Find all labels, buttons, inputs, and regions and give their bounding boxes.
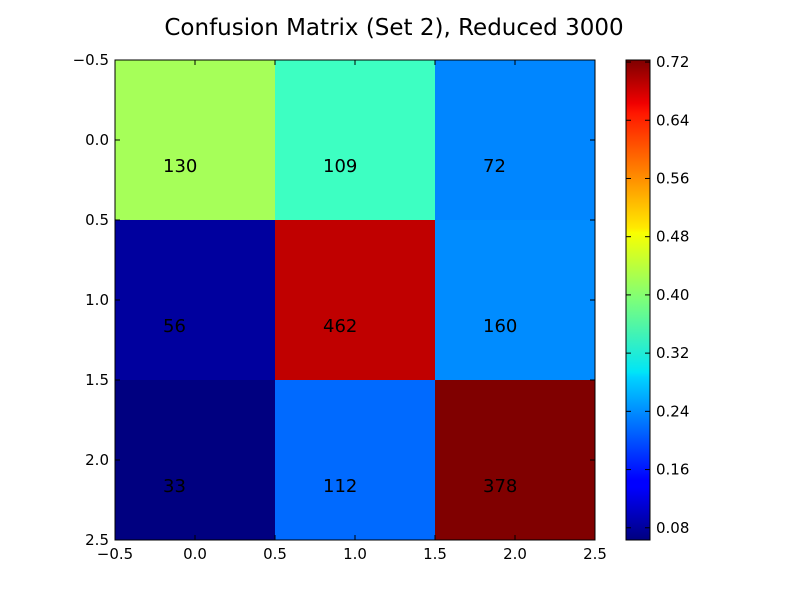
x-axis: −0.5 0.0 0.5 1.0 1.5 2.0 2.5	[97, 60, 607, 563]
x-tick-label: 0.0	[183, 545, 207, 563]
cell-value-label: 112	[323, 476, 357, 497]
cell-value-label: 378	[483, 476, 517, 497]
cell-value-label: 109	[323, 156, 357, 177]
x-tick-label: 1.0	[343, 545, 367, 563]
colorbar-tick-label: 0.32	[656, 344, 689, 362]
y-tick-label: 0.5	[85, 211, 109, 229]
cell-value-label: 56	[163, 316, 186, 337]
heatmap-cell-r2-c0	[115, 380, 276, 541]
colorbar-axis: 0.08 0.16 0.24 0.32 0.40 0.48 0.56 0.64 0.72	[626, 53, 689, 537]
colorbar-tick-label: 0.56	[656, 169, 689, 187]
x-tick-label: 2.0	[503, 545, 527, 563]
heatmap-cell-r0-c2	[435, 60, 596, 221]
heatmap-cells	[115, 60, 596, 541]
heatmap-cell-r1-c1	[275, 220, 436, 381]
cell-value-label: 130	[163, 156, 197, 177]
colorbar	[625, 59, 651, 541]
colorbar-tick-label: 0.40	[656, 286, 689, 304]
cell-value-label: 72	[483, 156, 506, 177]
heatmap-cell-labels: 130 109 72 56 462 160 33 112 378	[163, 156, 517, 497]
colorbar-tick-label: 0.08	[656, 519, 689, 537]
colorbar-tick-label: 0.16	[656, 461, 689, 479]
colorbar-tick-label: 0.64	[656, 111, 689, 129]
heatmap-cell-r2-c2	[435, 380, 596, 541]
x-tick-label: −0.5	[97, 545, 133, 563]
cell-value-label: 160	[483, 316, 517, 337]
colorbar-tick-label: 0.72	[656, 53, 689, 71]
cell-value-label: 33	[163, 476, 186, 497]
colorbar-tick-label: 0.48	[656, 228, 689, 246]
y-tick-label: 1.5	[85, 371, 109, 389]
y-tick-label: −0.5	[73, 51, 109, 69]
y-axis: −0.5 0.0 0.5 1.0 1.5 2.0 2.5	[73, 51, 595, 549]
heatmap-cell-r1-c2	[435, 220, 596, 381]
cell-value-label: 462	[323, 316, 357, 337]
x-tick-label: 2.5	[583, 545, 607, 563]
y-tick-label: 2.5	[85, 531, 109, 549]
heatmap-cell-r2-c1	[275, 380, 436, 541]
y-tick-label: 1.0	[85, 291, 109, 309]
heatmap-cell-r1-c0	[115, 220, 276, 381]
heatmap-cell-r0-c0	[115, 60, 276, 221]
x-tick-label: 0.5	[263, 545, 287, 563]
colorbar-tick-label: 0.24	[656, 402, 689, 420]
y-tick-label: 0.0	[85, 131, 109, 149]
x-tick-label: 1.5	[423, 545, 447, 563]
chart-title: Confusion Matrix (Set 2), Reduced 3000	[164, 15, 623, 41]
heatmap-cell-r0-c1	[275, 60, 436, 221]
y-tick-label: 2.0	[85, 451, 109, 469]
